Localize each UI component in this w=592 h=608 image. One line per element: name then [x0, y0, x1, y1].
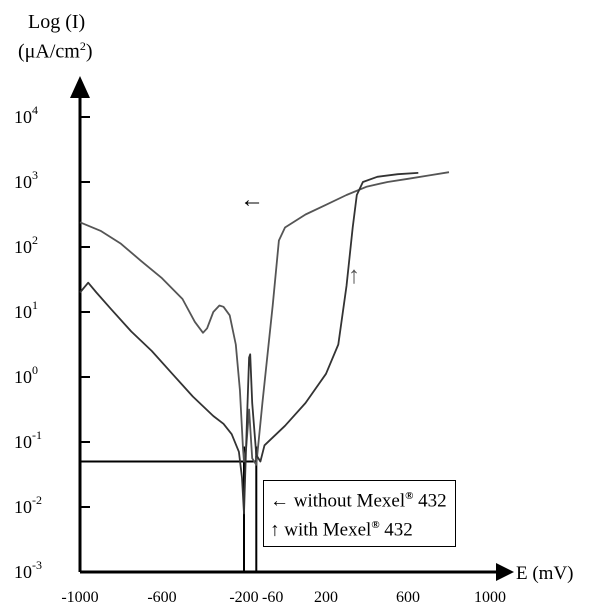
- y-tick-label-0: 104: [14, 103, 38, 127]
- y-axis-label-line2: (μA/cm2): [18, 39, 93, 63]
- x-axis-label: E (mV): [516, 563, 574, 584]
- x-tick-label-2: -200: [229, 589, 258, 606]
- legend-item-with: ↑ with Mexel® 432: [270, 519, 413, 541]
- x-tick-label-5: 600: [396, 589, 420, 606]
- legend: ← without Mexel® 432 ↑ with Mexel® 432: [263, 480, 456, 547]
- y-tick-label-2: 102: [14, 233, 38, 257]
- y-axis-label-line1: Log (I): [28, 11, 86, 33]
- x-tick-label-1: -600: [147, 589, 176, 606]
- y-tick-label-5: 10-1: [14, 428, 42, 452]
- series-line-1: [79, 172, 419, 515]
- reference-lines: [80, 446, 258, 572]
- y-axis-arrowhead: [70, 76, 90, 98]
- left-arrow-annotation: ←: [240, 187, 264, 213]
- x-axis-arrowhead: [496, 563, 514, 581]
- x-tick-label-4: 200: [314, 589, 338, 606]
- x-tick-label-6: 1000: [474, 589, 506, 606]
- up-arrow-annotation: ↑: [348, 263, 360, 289]
- series-line-0: [79, 171, 450, 466]
- legend-item-without: ← without Mexel® 432: [270, 490, 447, 512]
- series-layer: [79, 171, 450, 515]
- x-tick-label-3: -60: [262, 589, 283, 606]
- axes: [70, 76, 514, 581]
- y-tick-label-6: 10-2: [14, 493, 42, 517]
- y-tick-label-1: 103: [14, 168, 38, 192]
- y-tick-label-7: 10-3: [14, 558, 42, 582]
- y-tick-label-3: 101: [14, 298, 38, 322]
- y-axis-label: Log (I) (μA/cm2): [18, 10, 93, 64]
- x-tick-label-0: -1000: [61, 589, 98, 606]
- ticks: 104 103 102 101 100 10-1 10-2 10-3 -1000 -600 -200…: [14, 103, 506, 606]
- y-tick-label-4: 100: [14, 363, 38, 387]
